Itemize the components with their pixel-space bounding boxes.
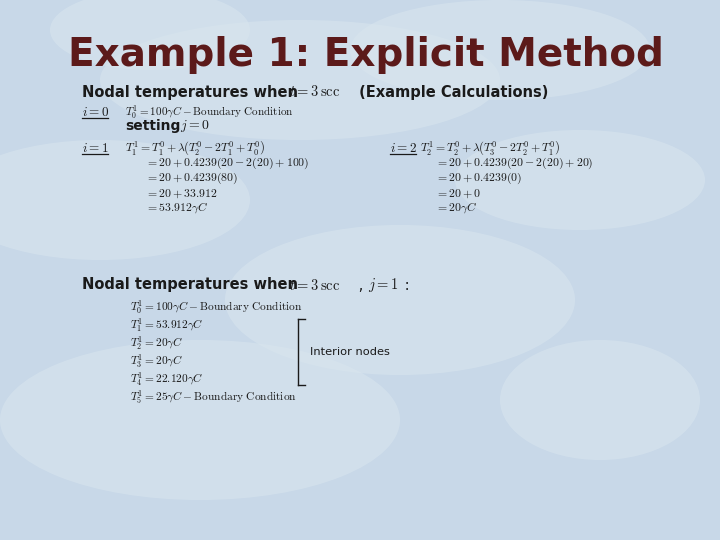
Text: $T_0^1 = 100°C - \mathrm{Boundary\ Condition}$: $T_0^1 = 100°C - \mathrm{Boundary\ Condi… (130, 298, 302, 316)
Ellipse shape (50, 0, 250, 70)
Ellipse shape (500, 340, 700, 460)
Text: $T_2^1 = 20°C$: $T_2^1 = 20°C$ (130, 334, 184, 352)
Text: $T_2^1 = T_2^0 + \lambda\!\left(T_3^0 - 2T_2^0 + T_1^0\right)$: $T_2^1 = T_2^0 + \lambda\!\left(T_3^0 - … (420, 139, 561, 157)
Text: ,: , (354, 278, 368, 293)
Text: Interior nodes: Interior nodes (310, 347, 390, 357)
Text: Example 1: Explicit Method: Example 1: Explicit Method (68, 36, 664, 74)
Ellipse shape (455, 130, 705, 230)
Text: $t = 3\,\mathrm{scc}$: $t = 3\,\mathrm{scc}$ (289, 84, 341, 99)
Text: setting: setting (125, 119, 181, 133)
Text: $= 53.912°C$: $= 53.912°C$ (145, 200, 208, 215)
Text: $= 20 + 0.4239(0)$: $= 20 + 0.4239(0)$ (435, 170, 522, 186)
Text: $T_1^1 = T_1^0 + \lambda\!\left(T_2^0 - 2T_1^0 + T_0^0\right)$: $T_1^1 = T_1^0 + \lambda\!\left(T_2^0 - … (125, 139, 266, 157)
Text: $i=0$: $i=0$ (82, 105, 109, 118)
Ellipse shape (0, 140, 250, 260)
Text: $T_1^1 = 53.912°C$: $T_1^1 = 53.912°C$ (130, 316, 204, 334)
Text: $i=1$: $i=1$ (82, 141, 109, 154)
Text: $= 20 + 0.4239(80)$: $= 20 + 0.4239(80)$ (145, 170, 238, 186)
Text: $= 20°C$: $= 20°C$ (435, 200, 477, 215)
Text: $j = 1$: $j = 1$ (368, 276, 399, 294)
Text: Nodal temperatures when: Nodal temperatures when (82, 278, 303, 293)
Ellipse shape (100, 20, 500, 140)
Text: $= 20 + 33.912$: $= 20 + 33.912$ (145, 186, 217, 199)
Ellipse shape (225, 225, 575, 375)
Text: $t = 3\,\mathrm{scc}$: $t = 3\,\mathrm{scc}$ (289, 278, 341, 293)
Text: $T_0^1 = 100°C - \mathrm{Boundary\ Condition}$: $T_0^1 = 100°C - \mathrm{Boundary\ Condi… (125, 103, 294, 120)
Text: $T_3^1 = 20°C$: $T_3^1 = 20°C$ (130, 352, 184, 370)
Text: $= 20 + 0$: $= 20 + 0$ (435, 186, 481, 199)
Text: $i=2$: $i=2$ (390, 141, 418, 154)
Text: :: : (400, 278, 410, 293)
Text: $= 20 + 0.4239(20 - 2(20) + 20)$: $= 20 + 0.4239(20 - 2(20) + 20)$ (435, 156, 593, 171)
Ellipse shape (0, 340, 400, 500)
Text: $T_4^1 = 22.120°C$: $T_4^1 = 22.120°C$ (130, 370, 204, 388)
Ellipse shape (350, 0, 650, 100)
Text: $j=0$: $j=0$ (180, 118, 210, 134)
Text: (Example Calculations): (Example Calculations) (354, 84, 549, 99)
Text: $= 20 + 0.4239(20 - 2(20) + 100)$: $= 20 + 0.4239(20 - 2(20) + 100)$ (145, 156, 310, 171)
Text: $T_5^1 = 25°C - \mathrm{Boundary\ Condition}$: $T_5^1 = 25°C - \mathrm{Boundary\ Condit… (130, 388, 297, 406)
Text: Nodal temperatures when: Nodal temperatures when (82, 84, 303, 99)
